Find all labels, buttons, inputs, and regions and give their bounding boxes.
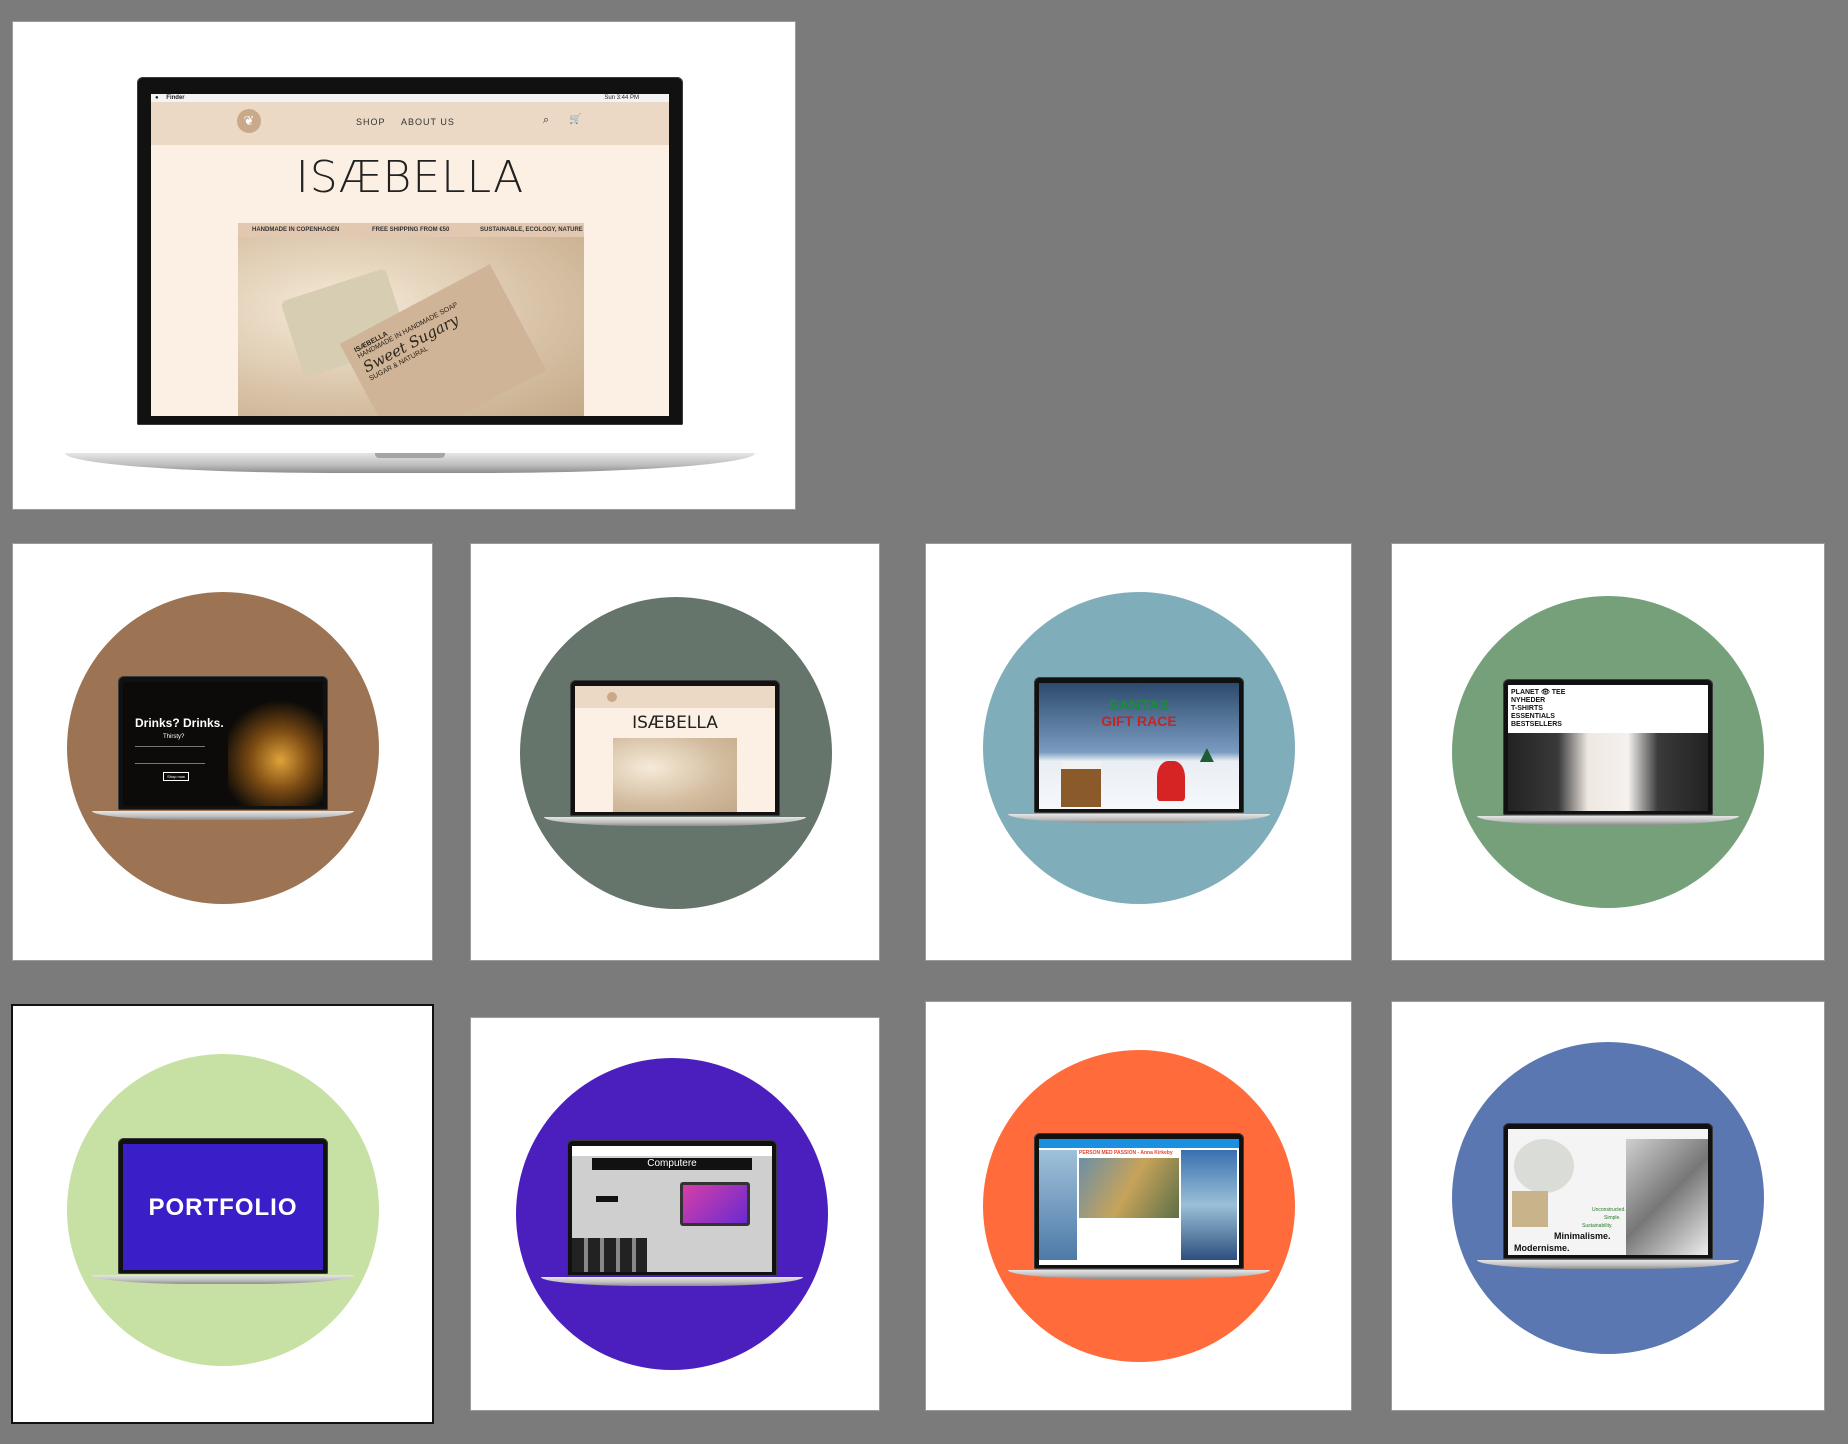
project-card-isaebella[interactable]: ISÆBELLA — [471, 544, 879, 960]
menu-item[interactable]: NYHEDER — [1511, 697, 1546, 704]
project-card-drinks[interactable]: Drinks? Drinks. Thirsty? Shop now — [13, 544, 432, 960]
laptop: ISÆBELLA — [544, 680, 806, 826]
shop-now-button[interactable]: Shop now — [163, 772, 189, 781]
santa-character — [1157, 761, 1185, 801]
game-title: GIFT RACE — [1101, 713, 1177, 729]
subheadline: Thirsty? — [163, 734, 185, 740]
left-painting — [1039, 1150, 1077, 1260]
banner-item: SUSTAINABLE, ECOLOGY, NATURE — [480, 227, 583, 233]
project-card-person-med-passion[interactable]: PERSON MED PASSION - Anna Kirkeby — [926, 1002, 1351, 1410]
project-card-santas[interactable]: SANTAS GIFT RACE ▲ — [926, 544, 1351, 960]
collage-tshirt — [1514, 1139, 1574, 1193]
gingerbread-house — [1061, 761, 1101, 807]
hero-image: ISÆBELLA HANDMADE IN HANDMADE SOAP Sweet… — [238, 237, 584, 416]
tagline: Modernisme. — [1514, 1243, 1570, 1253]
menubar-clock: Sun 3:44 PM — [604, 95, 639, 101]
banner-item: HANDMADE IN COPENHAGEN — [252, 227, 340, 233]
menu-item[interactable]: ESSENTIALS — [1511, 713, 1555, 720]
site-header: ❦ SHOP ABOUT US ⌕ 🛒 — [151, 102, 669, 145]
menu-item[interactable]: BESTSELLERS — [1511, 721, 1562, 728]
tagline: Sustainability. — [1582, 1223, 1613, 1229]
laptop: Drinks? Drinks. Thirsty? Shop now — [92, 676, 354, 820]
featured-card[interactable]: ● Finder Sun 3:44 PM ❦ SHOP ABOUT US ⌕ 🛒… — [13, 22, 795, 509]
tagline: Simple. — [1604, 1215, 1621, 1221]
nav-shop[interactable]: SHOP — [356, 117, 386, 127]
mac-menubar: ● Finder Sun 3:44 PM — [151, 94, 669, 102]
hero-image — [613, 738, 737, 812]
leaf-logo-icon — [607, 692, 617, 702]
menubar-app: Finder — [166, 95, 185, 101]
project-card-planet-tee[interactable]: PLANET 👁 TEE NYHEDER T-SHIRTS ESSENTIALS… — [1392, 544, 1824, 960]
banner-item: FREE SHIPPING FROM €50 — [372, 227, 450, 233]
leaf-logo-icon[interactable]: ❦ — [237, 109, 261, 133]
laptop: Unconstructed. Simple. Sustainability. M… — [1477, 1123, 1739, 1269]
painting-photo — [1079, 1158, 1179, 1218]
pine-tree-icon: ▲ — [1195, 741, 1219, 768]
search-icon[interactable]: ⌕ — [543, 114, 550, 126]
laptop: SANTAS GIFT RACE ▲ — [1008, 677, 1270, 823]
product-grid — [572, 1238, 647, 1272]
laptop: PLANET 👁 TEE NYHEDER T-SHIRTS ESSENTIALS… — [1477, 679, 1739, 825]
side-painting — [1181, 1150, 1237, 1260]
hero-banner: HANDMADE IN COPENHAGEN FREE SHIPPING FRO… — [238, 223, 584, 237]
model-photo — [1508, 733, 1708, 811]
site-navbar — [1039, 1139, 1239, 1148]
brand-title: ISÆBELLA — [632, 713, 718, 733]
category-menu: PLANET 👁 TEE NYHEDER T-SHIRTS ESSENTIALS… — [1511, 689, 1565, 729]
portfolio-title: PORTFOLIO — [148, 1194, 298, 1221]
apple-icon: ● — [155, 95, 159, 101]
brand-title: ISÆBELLA — [295, 152, 525, 203]
menu-item[interactable]: PLANET 👁 TEE — [1511, 689, 1566, 696]
tagline: Minimalisme. — [1554, 1231, 1611, 1241]
nav-about[interactable]: ABOUT US — [401, 117, 455, 127]
site-topbar — [572, 1146, 772, 1156]
tagline: Unconstructed. — [1592, 1207, 1626, 1213]
laptop: PERSON MED PASSION - Anna Kirkeby — [1008, 1133, 1270, 1279]
collage-photo — [1626, 1139, 1708, 1255]
featured-laptop: ● Finder Sun 3:44 PM ❦ SHOP ABOUT US ⌕ 🛒… — [65, 77, 755, 473]
collage-bag — [1512, 1191, 1548, 1227]
game-title: SANTAS — [1108, 697, 1170, 714]
cart-icon[interactable]: 🛒 — [569, 114, 582, 125]
buy-button[interactable] — [596, 1196, 618, 1202]
project-card-portfolio[interactable]: PORTFOLIO — [13, 1006, 432, 1422]
drink-splash-image — [228, 692, 323, 806]
headline: Drinks? Drinks. — [135, 716, 224, 730]
laptop-product-image — [680, 1182, 750, 1226]
project-card-minimalisme[interactable]: Unconstructed. Simple. Sustainability. M… — [1392, 1002, 1824, 1410]
page-title: Computere — [592, 1158, 752, 1170]
article-title: PERSON MED PASSION - Anna Kirkeby — [1079, 1150, 1173, 1156]
laptop: PORTFOLIO — [92, 1138, 354, 1284]
project-card-computere[interactable]: Computere — [471, 1018, 879, 1410]
mini-header — [575, 686, 775, 708]
menu-item[interactable]: T-SHIRTS — [1511, 705, 1543, 712]
laptop: Computere — [541, 1140, 803, 1286]
body-copy — [135, 746, 205, 764]
